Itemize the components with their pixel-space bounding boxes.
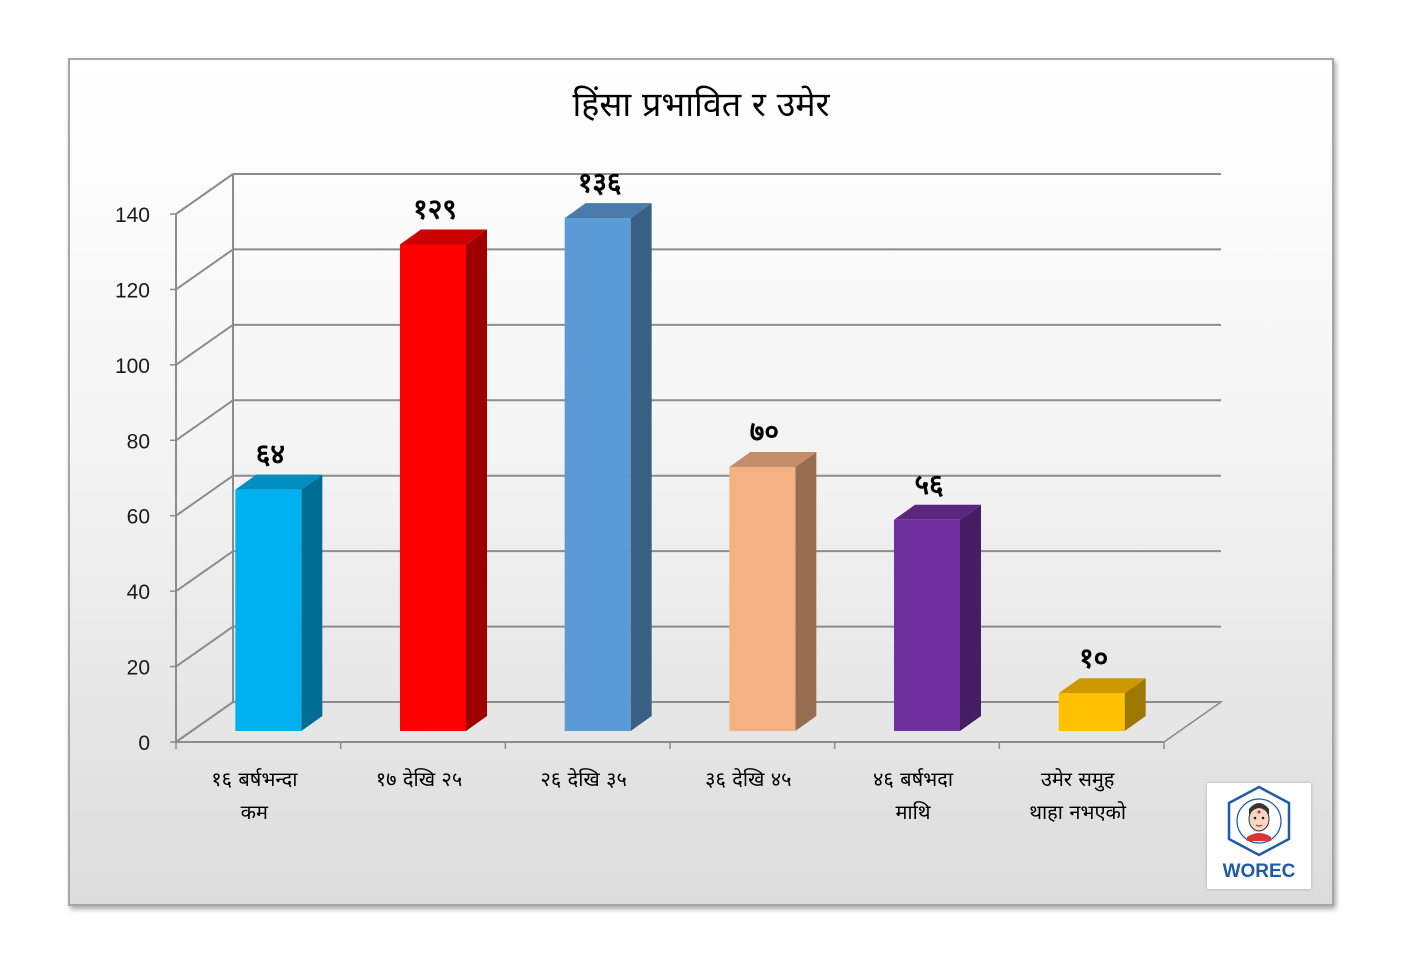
labels: 0 20 40 60 80 100 120 140 ६४ १६ बर्षभन्दा कम १२९ १७ …: [115, 166, 1127, 824]
gridlines: [170, 173, 1224, 749]
worec-logo: WOREC: [1207, 783, 1311, 889]
bar-side: [960, 504, 981, 731]
logo-text: WOREC: [1222, 861, 1296, 882]
data-label: १०: [1079, 641, 1108, 674]
bar-top: [729, 452, 817, 467]
y-tick-label: 100: [115, 355, 150, 378]
bar-front: [235, 489, 302, 731]
data-label: १२९: [413, 192, 457, 225]
bar-front: [1058, 693, 1125, 731]
y-tick-label: 140: [115, 204, 150, 227]
bar-top: [564, 203, 652, 219]
y-tick-label: 120: [115, 279, 150, 302]
x-tick-label: उमेर समुह: [1041, 767, 1115, 792]
gridline-side: [175, 324, 234, 366]
x-tick-label: माथि: [895, 800, 931, 824]
worec-emblem-icon: [1227, 785, 1291, 857]
data-label: ७०: [750, 415, 779, 448]
y-tick-label: 80: [127, 430, 150, 453]
bar-top: [894, 504, 981, 520]
bar-top: [1058, 678, 1146, 694]
bar-front: [564, 218, 631, 732]
gridline-side: [175, 173, 234, 215]
bar-front: [400, 244, 466, 731]
bar-side: [466, 229, 487, 731]
bar-front: [729, 467, 796, 731]
gridline-side: [175, 248, 234, 291]
bar-side: [301, 474, 323, 731]
x-tick-label: थाहा नभएको: [1029, 800, 1127, 824]
y-tick-label: 0: [138, 732, 150, 755]
x-tick-label: १६ बर्षभन्दा: [211, 767, 298, 791]
x-tick-label: २६ देखि ३५: [540, 767, 626, 791]
gridline-side: [175, 399, 234, 442]
chart-title: हिंसा प्रभावित र उमेर: [573, 85, 831, 125]
x-tick-label: कम: [241, 800, 269, 824]
x-tick-label: ४६ बर्षभदा: [873, 767, 954, 791]
bar: [235, 474, 323, 731]
y-tick-label: 60: [127, 506, 150, 529]
data-label: ६४: [256, 438, 285, 471]
bars: [235, 203, 1146, 732]
y-tick-label: 40: [127, 581, 150, 604]
bar-side: [1124, 678, 1146, 731]
x-tick-label: ३६ देखि ४५: [705, 767, 791, 791]
bar-top: [400, 229, 487, 245]
gridline-side: [175, 625, 234, 668]
x-tick-label: १७ देखि २५: [376, 767, 462, 791]
bar-front: [894, 519, 960, 731]
bar: [894, 504, 981, 731]
data-label: १३६: [578, 166, 622, 199]
y-tick-label: 20: [127, 657, 150, 680]
bar-top: [235, 474, 323, 490]
gridline-side: [175, 474, 234, 517]
bar: [400, 229, 487, 731]
bar: [1058, 678, 1146, 731]
data-label: ५६: [914, 468, 943, 501]
gridline-side: [175, 701, 234, 743]
bar-side: [795, 452, 817, 731]
bar-side: [630, 203, 652, 732]
bar: [564, 203, 652, 732]
gridline-side: [175, 550, 234, 592]
bar: [729, 452, 817, 731]
